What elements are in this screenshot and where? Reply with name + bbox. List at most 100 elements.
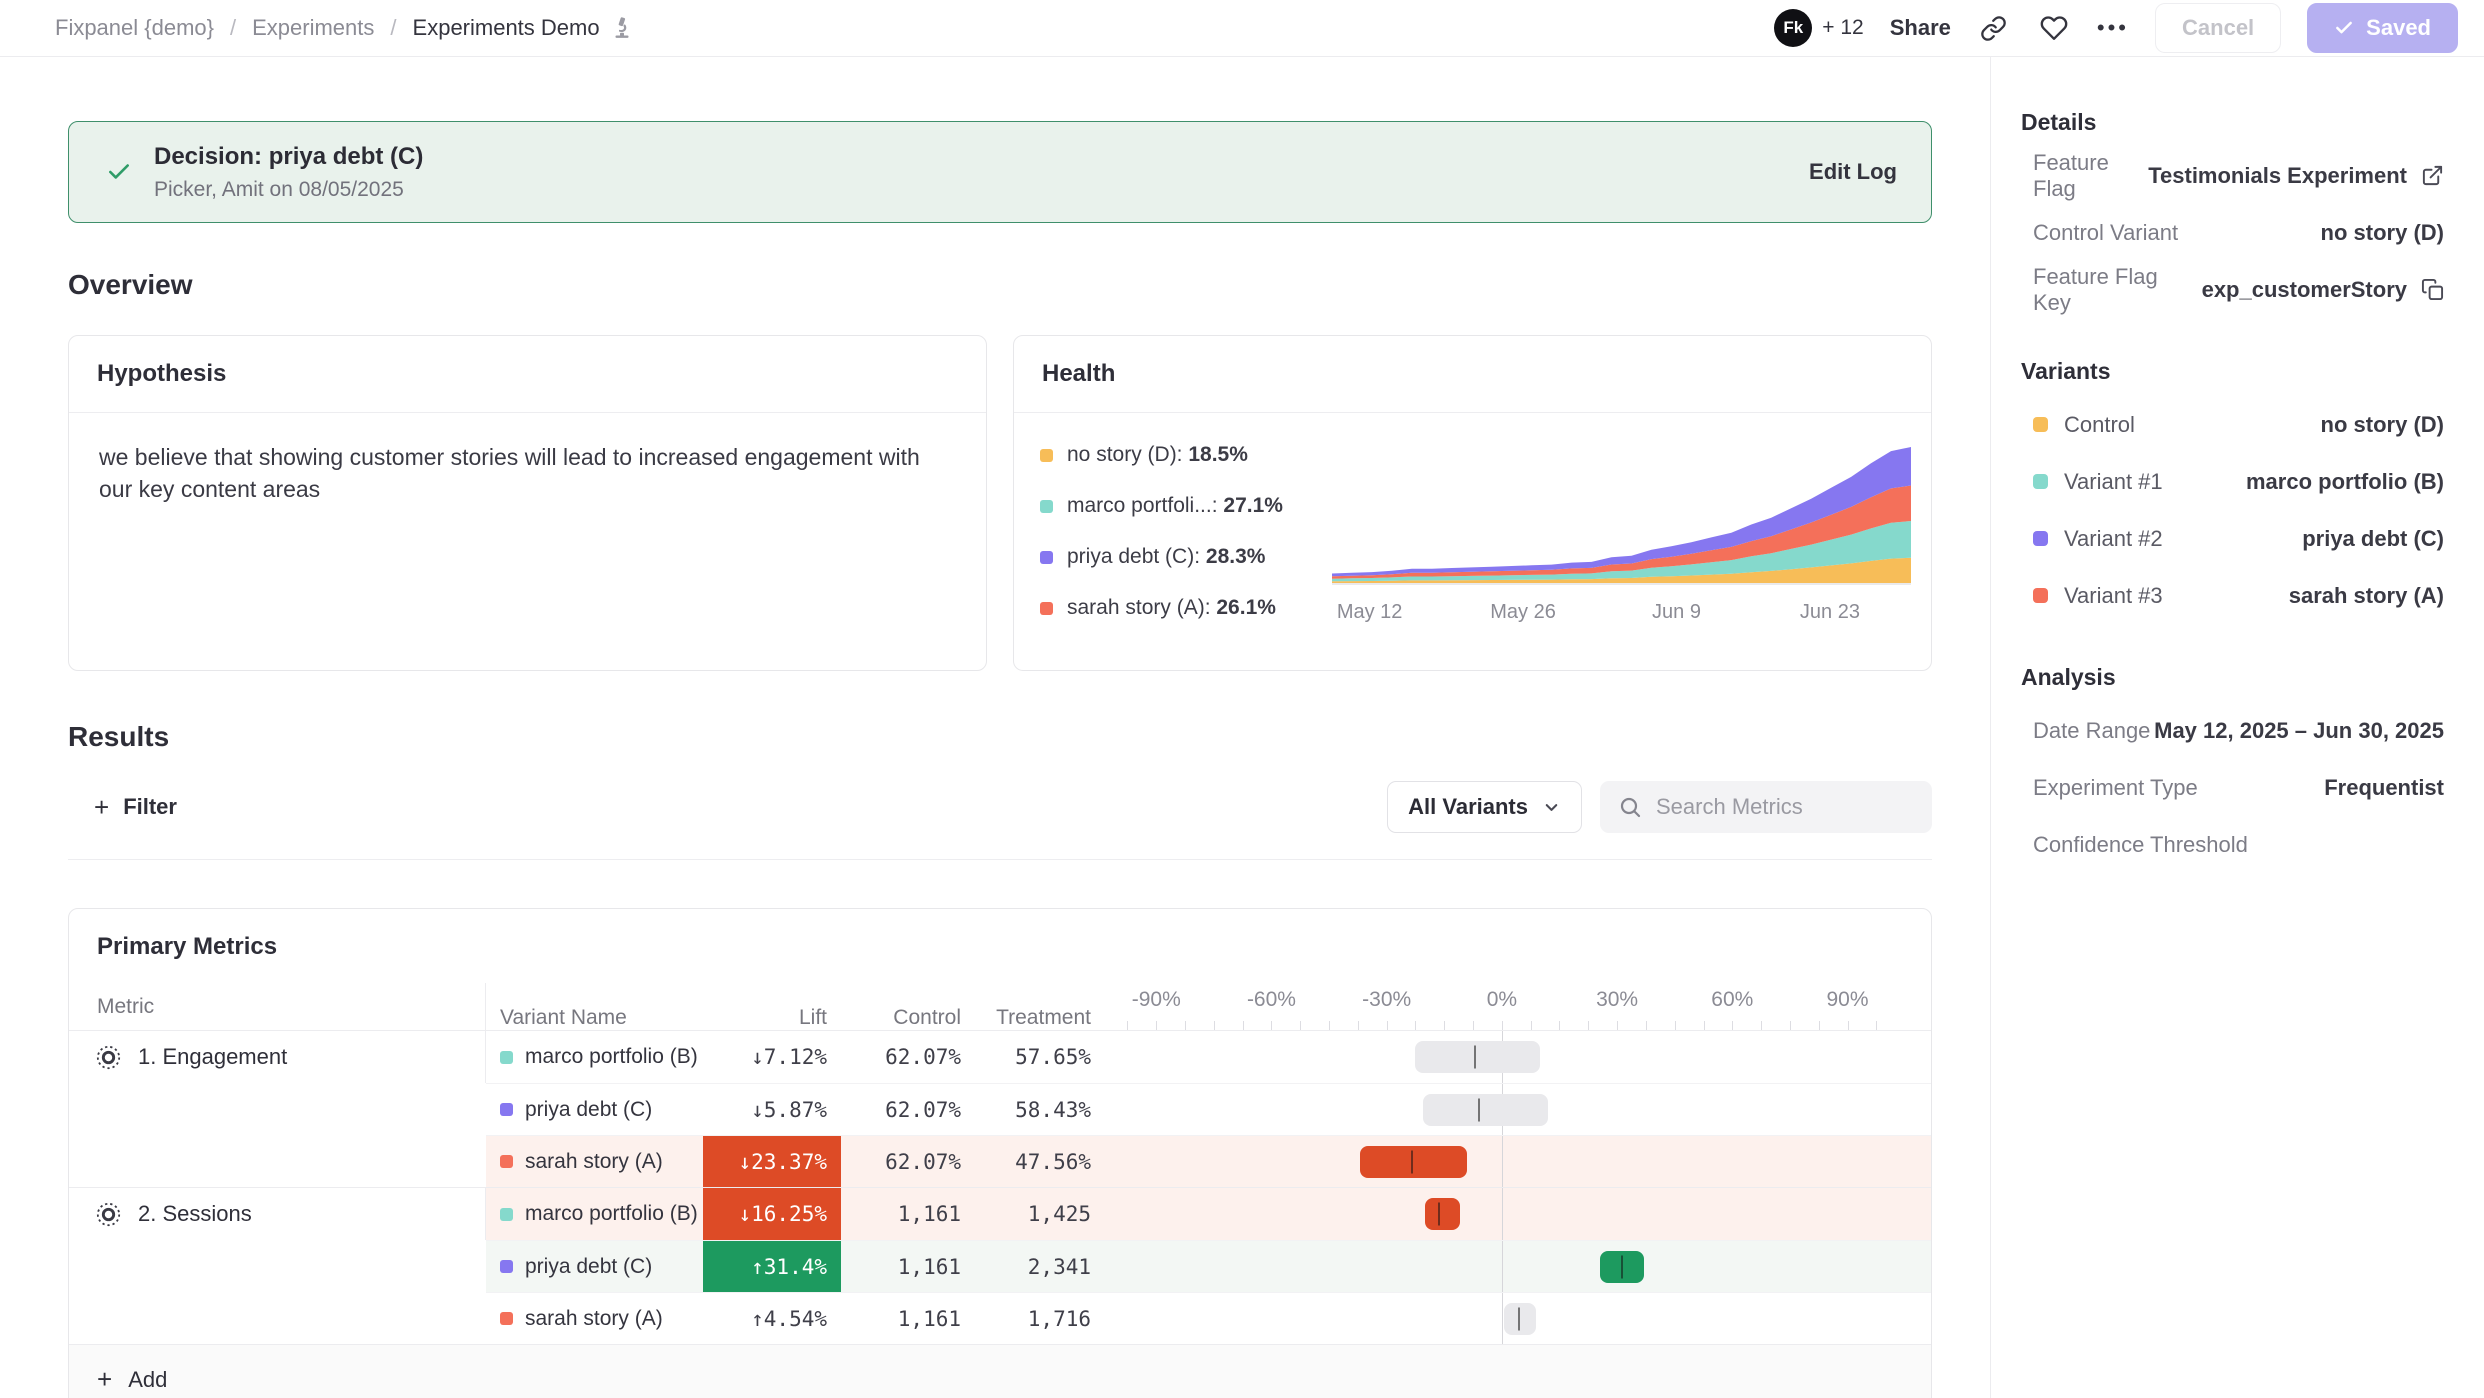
copy-link-icon[interactable] xyxy=(1977,11,2011,45)
axis-tick-label: -60% xyxy=(1247,988,1296,1012)
analysis-row: Confidence Threshold xyxy=(2021,816,2444,873)
variant-color-swatch xyxy=(2033,588,2048,603)
detail-value: exp_customerStory xyxy=(2202,277,2444,303)
col-header-control: Control xyxy=(841,1006,971,1030)
axis-tick-mark xyxy=(1646,1021,1647,1030)
copy-icon[interactable] xyxy=(2421,278,2444,301)
search-icon xyxy=(1618,795,1642,819)
favorite-heart-icon[interactable] xyxy=(2037,11,2071,45)
lift-cell: ↓7.12% xyxy=(703,1031,841,1083)
search-metrics-input[interactable] xyxy=(1656,794,1914,820)
variant-color-swatch xyxy=(500,1312,513,1325)
axis-tick-mark xyxy=(1617,1021,1618,1030)
metric-rows: marco portfolio (B)↓16.25%1,1611,425priy… xyxy=(486,1188,1931,1344)
metric-name: 1. Engagement xyxy=(138,1044,287,1070)
breadcrumb-experiments[interactable]: Experiments xyxy=(252,15,374,41)
table-row[interactable]: sarah story (A) ↓23.37%62.07%47.56% xyxy=(486,1135,1931,1187)
variant-value: no story (D) xyxy=(2321,412,2444,438)
analysis-label: Experiment Type xyxy=(2033,775,2198,801)
col-header-lift: Lift xyxy=(703,1006,841,1030)
variants-section: Variants Controlno story (D)Variant #1ma… xyxy=(2021,358,2444,624)
variant-name: marco portfolio (B) xyxy=(525,1045,698,1069)
edit-log-button[interactable]: Edit Log xyxy=(1809,159,1897,185)
details-title: Details xyxy=(2021,109,2444,136)
analysis-title: Analysis xyxy=(2021,664,2444,691)
confidence-interval-cell xyxy=(1101,1293,1931,1344)
confidence-axis: -90%-60%-30%0%30%60%90% xyxy=(1101,982,1931,1030)
axis-tick-mark xyxy=(1415,1021,1416,1030)
detail-label: Feature Flag xyxy=(2033,150,2148,202)
variant-color-swatch xyxy=(500,1208,513,1221)
table-row[interactable]: marco portfolio (B)↓7.12%62.07%57.65% xyxy=(486,1031,1931,1083)
treatment-value: 47.56% xyxy=(971,1136,1101,1187)
axis-tick-mark xyxy=(1732,1021,1733,1030)
variants-dropdown[interactable]: All Variants xyxy=(1387,781,1582,833)
confidence-interval-cell xyxy=(1101,1084,1931,1135)
external-link-icon[interactable] xyxy=(2421,164,2444,187)
health-title: Health xyxy=(1014,336,1931,413)
lift-cell: ↓23.37% xyxy=(703,1136,841,1187)
table-row[interactable]: priya debt (C)↓5.87%62.07%58.43% xyxy=(486,1083,1931,1135)
axis-tick-label: 90% xyxy=(1827,988,1869,1012)
col-header-variant: Variant Name xyxy=(486,1006,703,1030)
breadcrumb-current: Experiments Demo xyxy=(413,15,634,41)
hypothesis-card: Hypothesis we believe that showing custo… xyxy=(68,335,987,671)
analysis-label: Date Range xyxy=(2033,718,2150,744)
variant-label-text: Variant #1 xyxy=(2064,469,2163,495)
table-row[interactable]: marco portfolio (B)↓16.25%1,1611,425 xyxy=(486,1188,1931,1240)
axis-tick-label: -30% xyxy=(1362,988,1411,1012)
variant-color-swatch xyxy=(500,1051,513,1064)
confidence-interval-bar xyxy=(1425,1198,1460,1230)
right-sidebar: Details Feature FlagTestimonials Experim… xyxy=(1990,57,2484,1398)
confidence-interval-bar xyxy=(1415,1041,1540,1073)
add-label: Add xyxy=(128,1367,167,1393)
details-section: Details Feature FlagTestimonials Experim… xyxy=(2021,109,2444,318)
add-metric-button[interactable]: + Add xyxy=(69,1344,1931,1398)
health-card: Health no story (D): 18.5% marco portfoli… xyxy=(1013,335,1932,671)
lift-value: ↓16.25% xyxy=(703,1188,841,1240)
detail-row: Control Variantno story (D) xyxy=(2021,204,2444,261)
search-metrics-box[interactable] xyxy=(1600,781,1932,833)
table-row[interactable]: sarah story (A)↑4.54%1,1611,716 xyxy=(486,1292,1931,1344)
legend-label: marco portfoli...: 27.1% xyxy=(1067,494,1283,518)
app-window: Fixpanel {demo} / Experiments / Experime… xyxy=(0,0,2484,1398)
variant-color-swatch xyxy=(1040,449,1053,462)
metric-name-cell[interactable]: 2. Sessions xyxy=(69,1188,486,1240)
confidence-interval-cell xyxy=(1101,1241,1931,1292)
breadcrumb-project[interactable]: Fixpanel {demo} xyxy=(55,15,214,41)
control-value: 62.07% xyxy=(841,1136,971,1187)
detail-value-text: exp_customerStory xyxy=(2202,277,2407,303)
variant-name-cell: sarah story (A) xyxy=(486,1136,703,1187)
detail-row: Feature FlagTestimonials Experiment xyxy=(2021,147,2444,204)
legend-label: no story (D): 18.5% xyxy=(1067,443,1248,467)
col-header-metric: Metric xyxy=(69,983,486,1031)
health-legend-item: marco portfoli...: 27.1% xyxy=(1040,494,1332,518)
saved-button[interactable]: Saved xyxy=(2307,3,2458,53)
share-button[interactable]: Share xyxy=(1890,15,1951,41)
variant-label-text: Variant #2 xyxy=(2064,526,2163,552)
variant-name: sarah story (A) xyxy=(525,1150,663,1174)
variant-color-swatch xyxy=(2033,417,2048,432)
collaborators-count[interactable]: + 12 xyxy=(1822,16,1863,40)
more-options-button[interactable]: ••• xyxy=(2097,15,2129,41)
lift-value: ↓23.37% xyxy=(703,1136,841,1187)
table-row[interactable]: priya debt (C)↑31.4%1,1612,341 xyxy=(486,1240,1931,1292)
variant-name-cell: marco portfolio (B) xyxy=(486,1031,703,1083)
variants-title: Variants xyxy=(2021,358,2444,385)
x-tick-label: Jun 23 xyxy=(1800,601,1860,624)
cancel-button[interactable]: Cancel xyxy=(2155,3,2281,53)
variant-name-cell: marco portfolio (B) xyxy=(486,1188,703,1240)
saved-label: Saved xyxy=(2366,15,2431,41)
add-filter-button[interactable]: + Filter xyxy=(68,792,177,823)
top-bar: Fixpanel {demo} / Experiments / Experime… xyxy=(0,0,2484,57)
results-toolbar: + Filter All Variants xyxy=(68,781,1932,860)
breadcrumb: Fixpanel {demo} / Experiments / Experime… xyxy=(55,15,634,41)
axis-tick-mark xyxy=(1790,1021,1791,1030)
metric-name-cell[interactable]: 1. Engagement xyxy=(69,1031,486,1083)
decision-meta: Picker, Amit on 08/05/2025 xyxy=(154,178,1809,202)
results-heading: Results xyxy=(68,721,1932,753)
legend-label: sarah story (A): 26.1% xyxy=(1067,596,1276,620)
avatar[interactable]: Fk xyxy=(1774,9,1812,47)
variant-row: Variant #3sarah story (A) xyxy=(2021,567,2444,624)
primary-metrics-card: Primary Metrics Metric Variant Name Lift… xyxy=(68,908,1932,1398)
